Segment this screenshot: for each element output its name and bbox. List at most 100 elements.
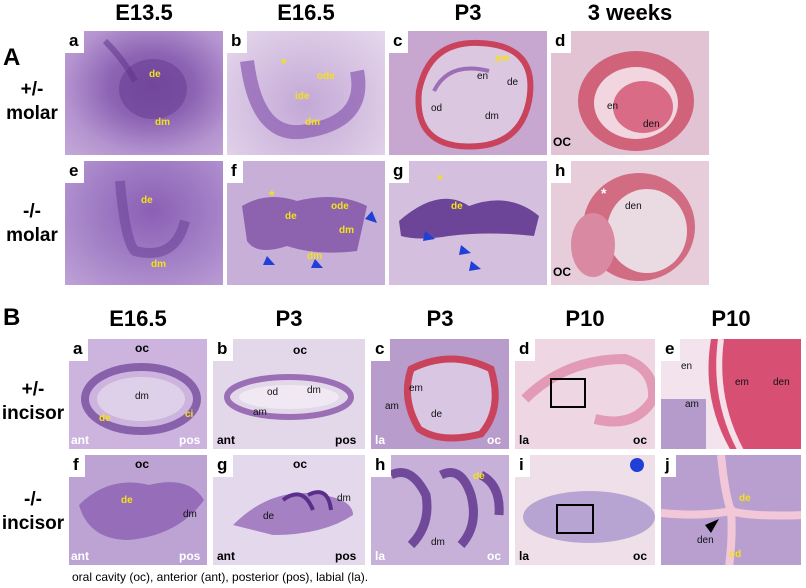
annotation-label: den bbox=[625, 201, 642, 212]
tissue-graphic bbox=[242, 197, 377, 268]
annotation-label: de bbox=[121, 495, 133, 506]
annotation-label: ci bbox=[185, 409, 194, 420]
annotation-label: en bbox=[477, 71, 489, 82]
panel-letter: b bbox=[227, 31, 248, 53]
column-header-a4: 3 weeks bbox=[587, 0, 673, 25]
annotation-label: am bbox=[495, 53, 510, 64]
panel-letter: f bbox=[69, 455, 85, 477]
panel-b-h: h de dm la oc bbox=[370, 454, 510, 566]
annotation-label: dm bbox=[151, 259, 166, 270]
tissue-graphic bbox=[102, 38, 187, 119]
panel-b-g: g oc dm de ant pos bbox=[212, 454, 366, 566]
column-header-b4: P10 bbox=[565, 306, 605, 331]
column-header-b5: P10 bbox=[711, 306, 751, 331]
tissue-graphic bbox=[81, 363, 201, 435]
panel-b-e: e en em den am bbox=[660, 338, 802, 450]
corner-label: ant bbox=[217, 549, 235, 563]
panel-letter: h bbox=[551, 161, 572, 183]
annotation-label: den bbox=[697, 535, 714, 546]
annotation-label: * bbox=[269, 187, 275, 203]
tissue-graphic bbox=[578, 51, 694, 151]
panel-a-b: b * ode ide dm bbox=[226, 30, 386, 156]
column-header-b2: P3 bbox=[275, 306, 303, 331]
corner-label: oc bbox=[135, 341, 150, 355]
corner-label: pos bbox=[179, 433, 201, 447]
panel-letter: a bbox=[65, 31, 85, 53]
tissue-graphic bbox=[399, 198, 539, 271]
panel-letter: h bbox=[371, 455, 392, 477]
annotation-label: ode bbox=[331, 201, 349, 212]
row-label-a-top: +/- molar bbox=[4, 78, 60, 126]
corner-label: oc bbox=[633, 549, 648, 563]
corner-label: pos bbox=[335, 549, 357, 563]
annotation-label: de bbox=[507, 77, 519, 88]
annotation-label: en bbox=[681, 361, 693, 372]
corner-label: oc bbox=[135, 457, 150, 471]
corner-label: oc bbox=[293, 457, 308, 471]
annotation-label: den bbox=[643, 119, 660, 130]
annotation-label: de bbox=[141, 195, 153, 206]
annotation-label: de bbox=[739, 493, 751, 504]
column-header-a2: E16.5 bbox=[277, 0, 335, 25]
annotation-label: dm bbox=[135, 391, 149, 402]
column-header-b3: P3 bbox=[426, 306, 454, 331]
panel-letter: b bbox=[213, 339, 234, 361]
tissue-graphic bbox=[571, 173, 695, 281]
annotation-label: de bbox=[285, 211, 297, 222]
corner-label: oc bbox=[633, 433, 648, 447]
annotation-label: dm bbox=[305, 117, 320, 128]
annotation-label: de bbox=[99, 413, 111, 424]
panel-a-h: h * den OC bbox=[550, 160, 710, 286]
annotation-label: am bbox=[685, 399, 699, 410]
corner-label: la bbox=[519, 433, 530, 447]
corner-label: pos bbox=[335, 433, 357, 447]
panel-letter: i bbox=[515, 455, 530, 477]
panel-a-c: c am en de od dm bbox=[388, 30, 548, 156]
panel-letter: e bbox=[661, 339, 681, 361]
annotation-label: dm bbox=[431, 537, 445, 548]
panel-a-d: d en den OC bbox=[550, 30, 710, 156]
panel-letter: g bbox=[389, 161, 410, 183]
corner-label: la bbox=[519, 549, 530, 563]
annotation-label: em bbox=[409, 383, 423, 394]
panel-b-a: a oc dm de ci ant pos bbox=[68, 338, 208, 450]
section-label-b: B bbox=[3, 304, 21, 331]
annotation-label: * bbox=[281, 55, 287, 71]
annotation-label: dm bbox=[307, 251, 322, 262]
annotation-label: en bbox=[607, 101, 619, 112]
tooth-label: molar bbox=[6, 225, 58, 246]
row-label-a-bottom: -/- molar bbox=[4, 200, 60, 248]
corner-label: ant bbox=[217, 433, 235, 447]
genotype-label: -/- bbox=[24, 489, 42, 510]
annotation-label: de bbox=[149, 69, 161, 80]
tissue-graphic bbox=[661, 455, 801, 565]
panel-letter: j bbox=[661, 455, 676, 477]
panel-letter: d bbox=[515, 339, 536, 361]
annotation-label: de bbox=[451, 201, 463, 212]
corner-label: OC bbox=[553, 265, 571, 279]
tissue-graphic bbox=[233, 490, 353, 535]
tissue-graphic bbox=[79, 482, 204, 540]
corner-label: ant bbox=[71, 549, 89, 563]
panel-letter: e bbox=[65, 161, 85, 183]
tissue-graphic bbox=[224, 374, 354, 420]
annotation-label: dm bbox=[337, 493, 351, 504]
panel-b-c: c em am de la oc bbox=[370, 338, 510, 450]
tissue-graphic bbox=[403, 355, 499, 442]
annotation-label: * bbox=[601, 185, 607, 201]
panel-b-f: f oc de dm ant pos bbox=[68, 454, 208, 566]
panel-a-f: f * ode de dm dm bbox=[226, 160, 386, 286]
panel-letter: c bbox=[389, 31, 409, 53]
panel-letter: g bbox=[213, 455, 234, 477]
genotype-label: +/- bbox=[21, 379, 45, 400]
tissue-graphic bbox=[523, 458, 655, 543]
panel-a-e: e de dm bbox=[64, 160, 224, 286]
panel-b-b: b oc od dm am ant pos bbox=[212, 338, 366, 450]
tissue-graphic bbox=[521, 353, 655, 427]
annotation-label: de bbox=[431, 409, 443, 420]
panel-b-d: d la oc bbox=[514, 338, 656, 450]
annotation-label: od bbox=[431, 103, 443, 114]
corner-label: oc bbox=[487, 549, 502, 563]
panel-a-g: g * de bbox=[388, 160, 548, 286]
panel-letter: d bbox=[551, 31, 572, 53]
